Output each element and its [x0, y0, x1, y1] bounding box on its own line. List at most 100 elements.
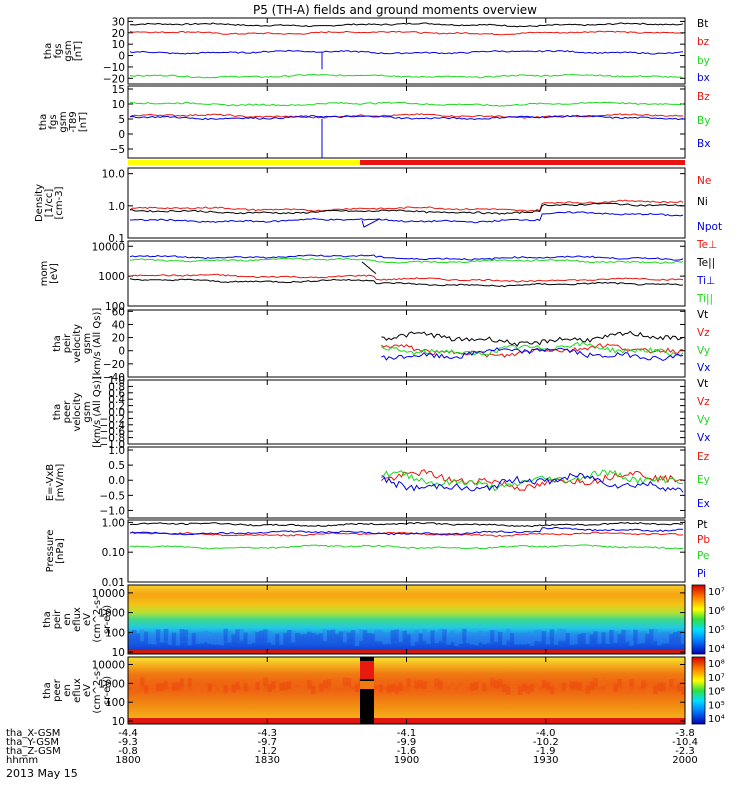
p6-ytick-label: 0.8: [108, 381, 125, 393]
p9-ylabel: (cm^2-s-: [92, 596, 103, 643]
p4-legend-te: Te||: [696, 257, 715, 269]
p10-texture: [565, 686, 571, 695]
p9-colorbar-tick: 10⁶: [708, 606, 725, 617]
p9-colorbar: 10⁷ 10⁶ 10⁵ 10⁴: [691, 584, 725, 655]
p6-ytick-label: 0.0: [108, 407, 125, 419]
p10-texture: [374, 677, 380, 686]
p10-texture: [589, 681, 594, 690]
p10-texture: [517, 686, 523, 695]
p10-texture: [486, 679, 491, 688]
p1-legend-by: by: [697, 55, 710, 67]
p10-texture: [235, 681, 240, 690]
p9-texture: [649, 629, 654, 641]
p10-texture: [434, 678, 439, 687]
p5-series-vx: [381, 347, 684, 362]
p6-legend-vt: Vt: [697, 378, 708, 390]
p9-texture: [131, 630, 137, 642]
p10-ytick-label: 10: [112, 716, 125, 728]
p5-ylabel: tha: [52, 335, 63, 351]
p9-texture: [303, 633, 308, 646]
panel-p9: 10⁷ 10⁶ 10⁵ 10⁴ 10000 1000 100 10 tha peir en eflux…: [42, 584, 725, 659]
p10-texture: [402, 678, 407, 687]
p8-ylabel: [nPa]: [55, 538, 66, 564]
p5-series-vz: [381, 343, 684, 358]
p9-texture: [613, 631, 618, 643]
p10-texture: [318, 683, 324, 692]
p10-texture: [470, 683, 475, 692]
footer-value: -10.4: [672, 737, 698, 748]
p1-ylabel: [nT]: [73, 41, 84, 61]
p9-ytick-label: 10: [112, 647, 125, 659]
footer-value: -0.8: [118, 746, 138, 757]
p6-ylabel: tha: [52, 404, 63, 420]
p10-texture: [326, 679, 332, 688]
p10-texture: [151, 680, 157, 689]
p9-texture: [374, 629, 380, 642]
p10-texture: [311, 686, 316, 695]
p9-ylabel: eflux: [72, 607, 83, 632]
p3-legend-npot: Npot: [697, 221, 722, 233]
p9-texture: [521, 632, 527, 645]
p10-ylabel: (cm^2-s-: [92, 667, 103, 714]
p2-ylabel: fgs: [48, 114, 59, 129]
p10-texture: [549, 686, 555, 695]
p10-texture: [330, 681, 336, 690]
p9-texture: [557, 628, 563, 641]
footer: 2013 May 15 tha_X-GSM -4.4 -4.3 -4.1 -4.0 -3.…: [6, 728, 698, 780]
p1-ylabel: tha: [43, 43, 54, 59]
panel-p4: 10000 1000 100 mom [eV] Te⊥ Te|| Ti⊥ Ti||: [39, 239, 717, 313]
p2-ylabel: -T89: [68, 111, 79, 133]
p10-texture: [553, 679, 559, 688]
p9-texture: [474, 633, 479, 646]
p10-texture: [458, 686, 463, 695]
p9-texture: [430, 630, 435, 642]
p9-texture: [605, 632, 610, 644]
p10-texture: [482, 683, 487, 692]
p9-ytick-label: 10000: [92, 588, 125, 600]
p10-texture: [271, 681, 276, 690]
p9-texture: [446, 633, 451, 645]
p9-ylabel: tha: [42, 611, 53, 627]
footer-value: -1.6: [397, 746, 417, 757]
p9-texture: [490, 630, 495, 642]
p2-ylabel: gsm: [58, 111, 69, 132]
p7-ytick-label: 0.5: [108, 460, 125, 472]
p10-texture: [577, 682, 583, 691]
p10-texture: [354, 684, 360, 693]
p10-texture: [649, 684, 654, 693]
p9-texture: [673, 632, 678, 644]
p2-ylabel: [nT]: [78, 112, 89, 132]
p9-texture: [135, 633, 141, 645]
p3-ytick-label: 1.0: [108, 201, 125, 213]
p10-texture: [410, 683, 415, 692]
footer-value: 1830: [255, 755, 280, 766]
p8-axes: [127, 519, 686, 583]
p10-texture: [422, 681, 427, 690]
p8-ylabel: Pressure: [45, 530, 56, 573]
p9-texture: [581, 633, 587, 645]
p10-texture: [303, 682, 308, 691]
footer-value: -3.8: [675, 728, 695, 739]
p9-texture: [466, 631, 471, 644]
p9-texture: [247, 632, 252, 645]
p5-legend-vz: Vz: [697, 327, 710, 339]
p5-ylabel: gsm: [82, 333, 93, 354]
p10-texture: [135, 680, 141, 689]
p9-texture: [279, 633, 284, 645]
p5-ylabel: peir: [62, 333, 73, 353]
p9-texture: [593, 631, 598, 643]
p2-ytick-label: 0: [118, 129, 125, 141]
p9-texture: [545, 632, 551, 645]
p9-texture: [589, 634, 594, 646]
p2-series-bx: [129, 114, 684, 121]
p10-texture: [617, 678, 622, 687]
p1-ytick-label: −20: [103, 73, 125, 85]
p9-texture: [366, 632, 372, 645]
p5-ytick-label: 40: [112, 319, 125, 331]
p10-texture: [267, 684, 272, 693]
p2-ytick-label: −5: [110, 144, 125, 156]
p9-texture: [677, 630, 682, 643]
p5-legend-vx: Vx: [697, 362, 710, 374]
p9-texture: [350, 630, 356, 642]
